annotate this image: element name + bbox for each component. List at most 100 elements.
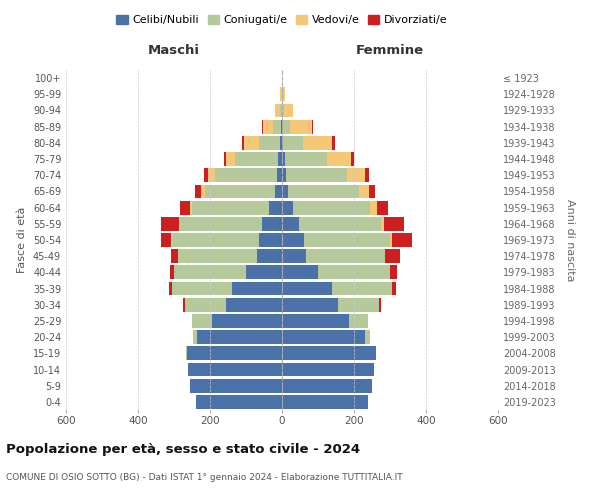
Bar: [208, 168, 215, 182]
Bar: [172, 282, 232, 296]
Bar: [282, 379, 372, 392]
Bar: [178, 250, 257, 263]
Bar: [169, 282, 172, 296]
Bar: [280, 88, 282, 101]
Bar: [192, 200, 269, 214]
Bar: [282, 217, 299, 230]
Bar: [161, 217, 179, 230]
Bar: [226, 298, 282, 312]
Bar: [188, 362, 282, 376]
Bar: [332, 282, 392, 296]
Text: COMUNE DI OSIO SOTTO (BG) - Dati ISTAT 1° gennaio 2024 - Elaborazione TUTTITALIA: COMUNE DI OSIO SOTTO (BG) - Dati ISTAT 1…: [6, 472, 403, 482]
Bar: [392, 233, 412, 247]
Bar: [274, 120, 281, 134]
Bar: [185, 298, 226, 312]
Bar: [257, 250, 282, 263]
Bar: [187, 346, 282, 360]
Bar: [318, 266, 390, 280]
Bar: [277, 168, 282, 182]
Bar: [262, 120, 263, 134]
Bar: [172, 233, 259, 247]
Bar: [194, 184, 201, 198]
Bar: [186, 346, 187, 360]
Bar: [282, 282, 332, 296]
Bar: [282, 346, 376, 360]
Bar: [282, 168, 286, 182]
Bar: [351, 152, 355, 166]
Bar: [282, 120, 283, 134]
Bar: [283, 120, 290, 134]
Bar: [224, 152, 226, 166]
Bar: [282, 88, 283, 101]
Bar: [293, 200, 370, 214]
Bar: [311, 120, 313, 134]
Bar: [282, 266, 318, 280]
Bar: [285, 152, 328, 166]
Bar: [226, 152, 235, 166]
Bar: [281, 120, 282, 134]
Bar: [201, 184, 205, 198]
Bar: [390, 233, 392, 247]
Bar: [193, 330, 197, 344]
Bar: [263, 120, 274, 134]
Bar: [197, 330, 282, 344]
Bar: [282, 184, 289, 198]
Bar: [283, 88, 284, 101]
Bar: [204, 168, 208, 182]
Bar: [278, 152, 282, 166]
Bar: [244, 136, 259, 149]
Bar: [174, 266, 246, 280]
Bar: [304, 233, 390, 247]
Bar: [303, 136, 332, 149]
Bar: [377, 200, 388, 214]
Bar: [370, 184, 375, 198]
Bar: [338, 298, 379, 312]
Bar: [171, 250, 178, 263]
Bar: [370, 200, 377, 214]
Bar: [365, 330, 370, 344]
Bar: [205, 184, 275, 198]
Bar: [161, 233, 172, 247]
Bar: [259, 136, 280, 149]
Bar: [196, 395, 282, 409]
Bar: [269, 200, 282, 214]
Bar: [282, 330, 365, 344]
Bar: [282, 250, 307, 263]
Bar: [262, 217, 282, 230]
Bar: [235, 152, 278, 166]
Bar: [349, 314, 368, 328]
Bar: [390, 266, 397, 280]
Bar: [212, 314, 282, 328]
Bar: [275, 184, 282, 198]
Bar: [392, 282, 396, 296]
Bar: [289, 184, 359, 198]
Bar: [282, 362, 374, 376]
Bar: [192, 314, 212, 328]
Bar: [232, 282, 282, 296]
Y-axis label: Anni di nascita: Anni di nascita: [565, 198, 575, 281]
Bar: [385, 250, 400, 263]
Bar: [282, 233, 304, 247]
Bar: [290, 120, 311, 134]
Bar: [275, 104, 280, 118]
Bar: [379, 298, 381, 312]
Bar: [282, 200, 293, 214]
Bar: [280, 104, 282, 118]
Bar: [286, 168, 347, 182]
Y-axis label: Fasce di età: Fasce di età: [17, 207, 27, 273]
Bar: [382, 217, 384, 230]
Bar: [282, 314, 349, 328]
Bar: [384, 217, 404, 230]
Bar: [283, 136, 303, 149]
Bar: [246, 266, 282, 280]
Bar: [307, 250, 385, 263]
Bar: [259, 233, 282, 247]
Bar: [190, 379, 282, 392]
Text: Femmine: Femmine: [356, 44, 424, 57]
Bar: [359, 184, 370, 198]
Bar: [170, 266, 174, 280]
Bar: [280, 136, 282, 149]
Bar: [347, 168, 365, 182]
Legend: Celibi/Nubili, Coniugati/e, Vedovi/e, Divorziati/e: Celibi/Nubili, Coniugati/e, Vedovi/e, Di…: [112, 10, 452, 30]
Bar: [180, 200, 190, 214]
